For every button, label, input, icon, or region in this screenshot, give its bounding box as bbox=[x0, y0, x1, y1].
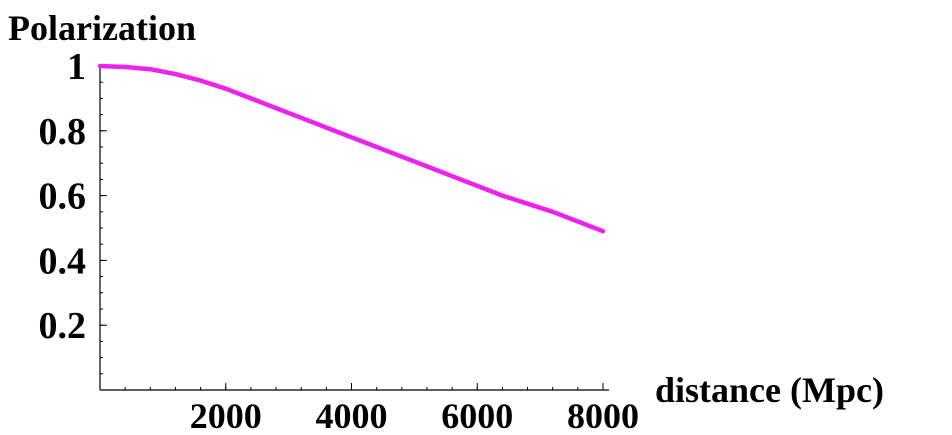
series-line-0 bbox=[97, 63, 606, 234]
y-tick-label: 0.4 bbox=[39, 240, 87, 282]
x-tick-label: 2000 bbox=[190, 396, 262, 435]
y-tick-label: 0.2 bbox=[39, 305, 87, 347]
y-tick-label: 0.8 bbox=[39, 111, 87, 153]
y-tick-label: 0.6 bbox=[39, 176, 87, 218]
x-tick-label: 4000 bbox=[316, 396, 388, 435]
series-layer bbox=[97, 63, 606, 234]
x-tick-label: 8000 bbox=[567, 396, 639, 435]
major-ticks bbox=[100, 65, 604, 390]
axes bbox=[99, 66, 609, 391]
y-axis-title: Polarization bbox=[8, 8, 196, 48]
tick-labels: 0.2 0.4 0.6 0.8 1 2000 4000 6000 8000 bbox=[39, 46, 640, 435]
x-tick-label: 6000 bbox=[441, 396, 513, 435]
x-axis-title: distance (Mpc) bbox=[655, 370, 884, 410]
y-tick-label: 1 bbox=[67, 46, 86, 88]
minor-ticks bbox=[99, 65, 604, 391]
